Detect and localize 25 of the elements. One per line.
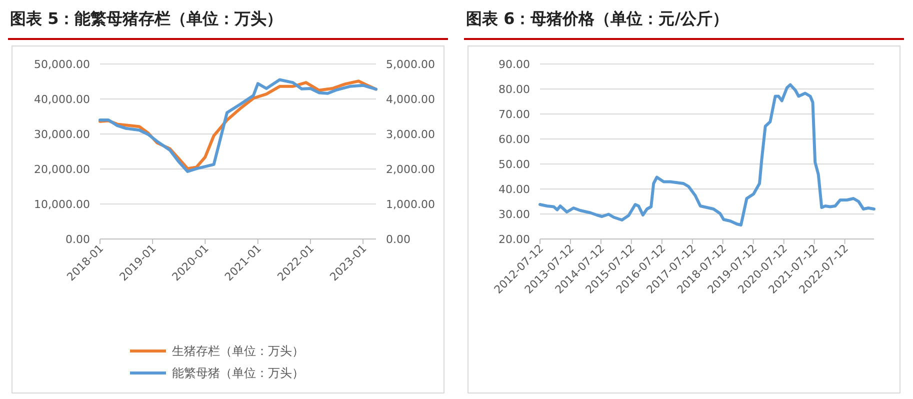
y2-tick-label: 0.00 bbox=[386, 233, 410, 246]
y-tick-label: 80.00 bbox=[498, 83, 530, 96]
y-tick-label: 20.00 bbox=[498, 233, 530, 246]
y-tick-label: 50.00 bbox=[498, 158, 530, 171]
y-tick-label: 60.00 bbox=[498, 133, 530, 146]
y-tick-label: 90.00 bbox=[498, 58, 530, 71]
chart-title: 图表 5：能繁母猪存栏（单位：万头） bbox=[10, 9, 283, 28]
y2-tick-label: 3,000.00 bbox=[386, 128, 435, 141]
y2-tick-label: 1,000.00 bbox=[386, 198, 435, 211]
legend-label: 生猪存栏（单位：万头） bbox=[172, 344, 304, 358]
y-tick-label: 30,000.00 bbox=[34, 128, 90, 141]
line-series bbox=[538, 83, 876, 226]
y-tick-label: 30.00 bbox=[498, 208, 530, 221]
y-tick-label: 20,000.00 bbox=[34, 163, 90, 176]
y-tick-label: 40.00 bbox=[498, 183, 530, 196]
y-tick-label: 50,000.00 bbox=[34, 58, 90, 71]
y-tick-label: 40,000.00 bbox=[34, 93, 90, 106]
legend-label: 能繁母猪（单位：万头） bbox=[172, 366, 304, 380]
y2-tick-label: 4,000.00 bbox=[386, 93, 435, 106]
y-tick-label: 10,000.00 bbox=[34, 198, 90, 211]
chart-title: 图表 6：母猪价格（单位：元/公斤） bbox=[466, 9, 729, 28]
y2-tick-label: 5,000.00 bbox=[386, 58, 435, 71]
y-tick-label: 0.00 bbox=[66, 233, 90, 246]
y2-tick-label: 2,000.00 bbox=[386, 163, 435, 176]
y-tick-label: 70.00 bbox=[498, 108, 530, 121]
